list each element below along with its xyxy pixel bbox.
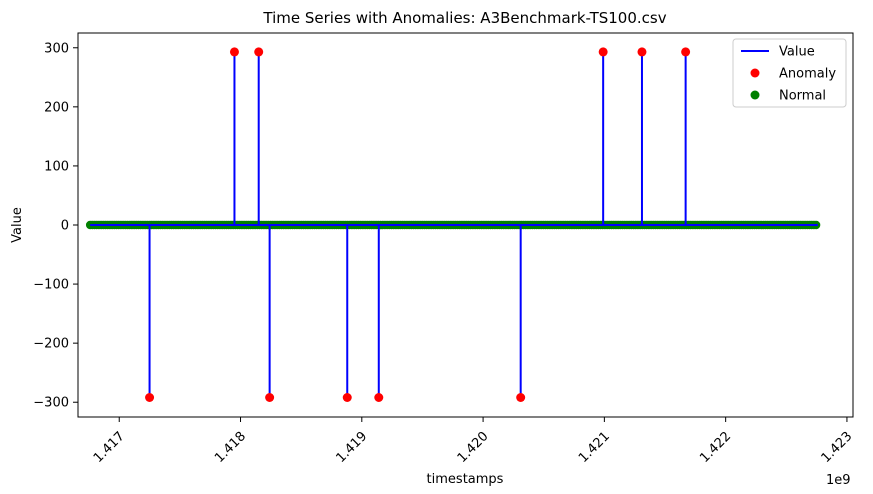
x-tick-label: 1.421 bbox=[576, 429, 613, 466]
anomaly-points bbox=[145, 47, 691, 402]
x-tick-label: 1.423 bbox=[819, 429, 856, 466]
x-offset-label: 1e9 bbox=[826, 473, 851, 488]
anomaly-point bbox=[229, 47, 239, 57]
x-tick-label: 1.417 bbox=[91, 429, 128, 466]
legend-label-value: Value bbox=[779, 45, 815, 60]
anomaly-point bbox=[254, 47, 264, 57]
legend-swatch-anomaly bbox=[750, 68, 760, 78]
legend-box bbox=[732, 38, 847, 108]
anomaly-point bbox=[516, 393, 526, 402]
legend: Value Anomaly Normal bbox=[732, 38, 847, 108]
y-tick-label: −200 bbox=[33, 337, 69, 352]
y-tick-label: 100 bbox=[44, 159, 69, 174]
y-tick-label: 300 bbox=[44, 41, 69, 56]
x-tick-label: 1.420 bbox=[455, 429, 492, 466]
x-tick-label: 1.419 bbox=[333, 429, 370, 466]
y-tick-label: 0 bbox=[61, 219, 69, 234]
y-axis-label: Value bbox=[10, 207, 25, 243]
anomaly-point bbox=[342, 393, 352, 402]
legend-label-normal: Normal bbox=[779, 89, 826, 104]
plot-area bbox=[77, 32, 854, 418]
y-axis: −300 −200 −100 0 100 200 300 bbox=[33, 41, 78, 411]
anomaly-point bbox=[637, 47, 647, 57]
anomaly-point bbox=[374, 393, 384, 402]
legend-swatch-normal bbox=[750, 90, 760, 100]
anomaly-point bbox=[598, 47, 608, 57]
y-tick-label: 200 bbox=[44, 100, 69, 115]
y-tick-label: −300 bbox=[33, 396, 69, 411]
legend-label-anomaly: Anomaly bbox=[779, 67, 836, 82]
x-tick-label: 1.422 bbox=[697, 429, 734, 466]
x-tick-label: 1.418 bbox=[212, 429, 249, 466]
y-tick-label: −100 bbox=[33, 278, 69, 293]
value-series-line bbox=[90, 51, 818, 398]
x-axis: 1.417 1.418 1.419 1.420 1.421 1.422 1.423 bbox=[91, 417, 856, 466]
anomaly-point bbox=[145, 393, 155, 402]
chart-title: Time Series with Anomalies: A3Benchmark-… bbox=[262, 9, 666, 27]
anomaly-point bbox=[681, 47, 691, 57]
x-axis-label: timestamps bbox=[427, 472, 504, 487]
anomaly-point bbox=[265, 393, 275, 402]
